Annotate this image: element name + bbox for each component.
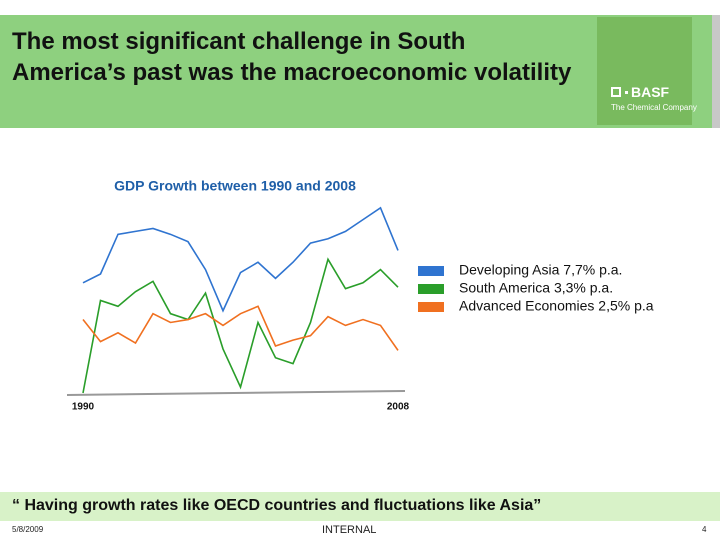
right-strip — [712, 15, 720, 128]
logo-brand: BASF — [631, 84, 670, 100]
footer-date: 5/8/2009 — [12, 525, 44, 534]
legend-swatch — [418, 266, 444, 276]
quote-bar — [0, 492, 720, 521]
slide-title: The most significant challenge in South … — [12, 28, 572, 86]
logo-tagline: The Chemical Company — [611, 103, 697, 112]
x-tick-label: 1990 — [72, 402, 95, 413]
legend-label: South America 3,3% p.a. — [459, 280, 613, 296]
logo-dot — [625, 91, 628, 94]
legend-swatch — [418, 284, 444, 294]
chart-title: GDP Growth between 1990 and 2008 — [114, 178, 356, 194]
series-line — [82, 257, 399, 394]
quote: “ Having growth rates like OECD countrie… — [12, 497, 542, 514]
header-band — [0, 15, 712, 128]
footer-classification: INTERNAL — [322, 524, 377, 536]
footer-page: 4 — [702, 525, 707, 534]
x-axis-line — [66, 390, 406, 396]
logo-box: BASF The Chemical Company — [597, 17, 697, 125]
x-tick-label: 2008 — [387, 402, 410, 413]
legend-swatch — [418, 302, 444, 312]
logo-mark — [611, 87, 621, 97]
legend-label: Developing Asia 7,7% p.a. — [459, 262, 622, 278]
legend-label: Advanced Economies 2,5% p.a — [459, 298, 654, 314]
series-line — [82, 206, 399, 313]
series-line — [82, 305, 399, 351]
